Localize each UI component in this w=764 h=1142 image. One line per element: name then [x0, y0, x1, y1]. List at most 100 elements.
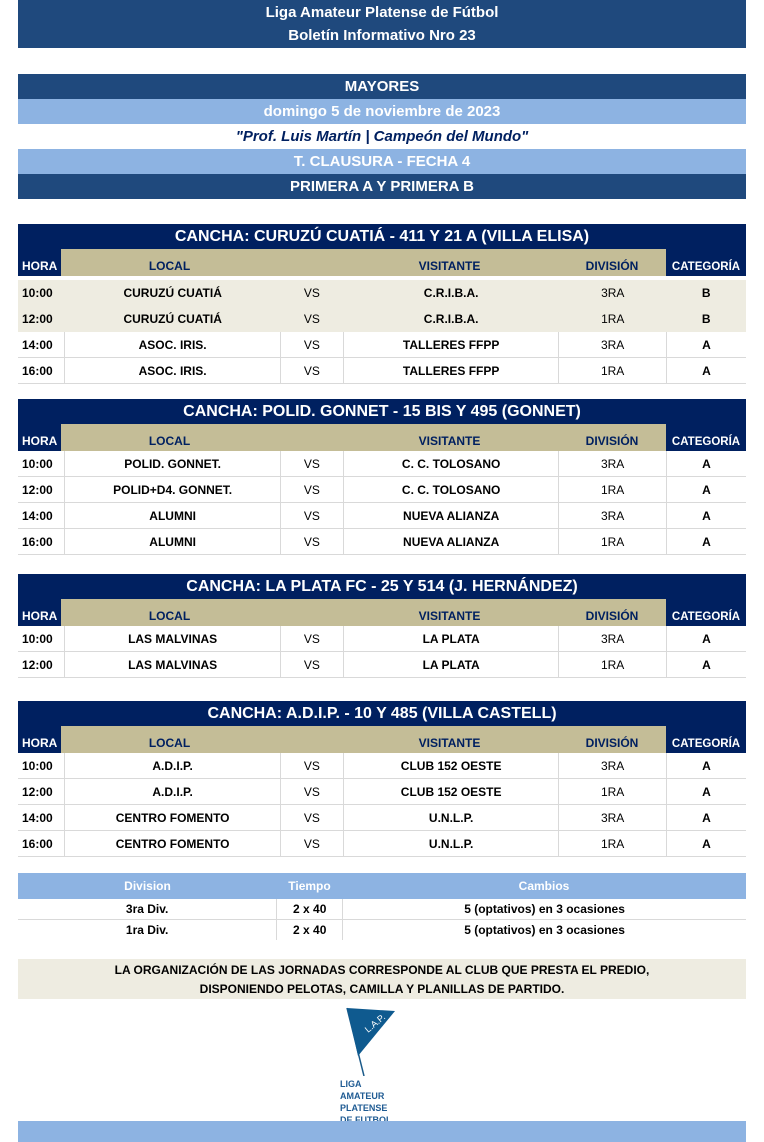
- col-division: DIVISIÓN: [558, 726, 666, 753]
- col-categoria: CATEGORÍA: [666, 424, 746, 451]
- vs-label: VS: [303, 286, 320, 300]
- match-time: 10:00: [18, 626, 66, 651]
- match-time: 16:00: [18, 831, 66, 856]
- col-local: LOCAL: [61, 726, 278, 753]
- footer-bar: [18, 1121, 746, 1142]
- league-logo: L.A.P. LIGA AMATEUR PLATENSE DE FUTBOL: [340, 1006, 410, 1125]
- col-division: DIVISIÓN: [558, 249, 666, 276]
- match-row: 14:00 ASOC. IRIS. VS TALLERES FFPP 3RA A: [18, 332, 746, 358]
- col-hora: HORA: [18, 599, 61, 626]
- match-category: A: [702, 784, 711, 799]
- match-category: A: [702, 657, 711, 672]
- vs-label: VS: [281, 805, 344, 830]
- away-team: C.R.I.B.A.: [423, 286, 479, 300]
- away-team: LA PLATA: [344, 652, 560, 677]
- col-vs: [278, 424, 341, 451]
- notice-line: LA ORGANIZACIÓN DE LAS JORNADAS CORRESPO…: [114, 963, 650, 977]
- pennant-flag-icon: L.A.P.: [346, 1007, 395, 1077]
- cancha-block: CANCHA: CURUZÚ CUATIÁ - 411 Y 21 A (VILL…: [18, 224, 746, 384]
- match-row: 10:00 LAS MALVINAS VS LA PLATA 3RA A: [18, 626, 746, 652]
- col-visitante: VISITANTE: [341, 424, 558, 451]
- match-row: 12:00 A.D.I.P. VS CLUB 152 OESTE 1RA A: [18, 779, 746, 805]
- col-visitante: VISITANTE: [341, 726, 558, 753]
- notice-line: DISPONIENDO PELOTAS, CAMILLA Y PLANILLAS…: [199, 982, 565, 996]
- vs-label: VS: [281, 529, 344, 554]
- home-team: ASOC. IRIS.: [65, 332, 281, 357]
- rules-header: Division Tiempo Cambios: [18, 873, 746, 899]
- match-time: 14:00: [18, 503, 66, 528]
- match-row: 12:00 CURUZÚ CUATIÁ VS C.R.I.B.A. 1RA B: [18, 306, 746, 332]
- match-category: A: [702, 508, 711, 523]
- rules-table: Division Tiempo Cambios 3ra Div. 2 x 40 …: [18, 873, 746, 940]
- match-category: B: [701, 312, 711, 326]
- match-time: 12:00: [18, 779, 66, 804]
- bulletin-number: Boletín Informativo Nro 23: [288, 27, 476, 44]
- match-time: 12:00: [18, 652, 66, 677]
- match-time: 16:00: [18, 529, 66, 554]
- match-division: 3RA: [559, 805, 667, 830]
- rules-row: 1ra Div. 2 x 40 5 (optativos) en 3 ocasi…: [18, 920, 746, 940]
- col-categoria: CATEGORÍA: [666, 599, 746, 626]
- tournament-round: T. CLAUSURA - FECHA 4: [18, 149, 746, 174]
- vs-label: VS: [281, 779, 344, 804]
- home-team: CURUZÚ CUATIÁ: [123, 286, 222, 300]
- match-division: 3RA: [559, 503, 667, 528]
- league-name: Liga Amateur Platense de Fútbol: [265, 4, 499, 21]
- home-team: A.D.I.P.: [65, 779, 281, 804]
- match-division: 3RA: [559, 332, 667, 357]
- match-row: 10:00 A.D.I.P. VS CLUB 152 OESTE 3RA A: [18, 753, 746, 779]
- match-division: 1RA: [559, 779, 667, 804]
- col-local: LOCAL: [61, 599, 278, 626]
- match-row: 16:00 CENTRO FOMENTO VS U.N.L.P. 1RA A: [18, 831, 746, 857]
- vs-label: VS: [281, 477, 344, 502]
- home-team: LAS MALVINAS: [65, 626, 281, 651]
- vs-label: VS: [281, 753, 344, 778]
- cancha-block: CANCHA: LA PLATA FC - 25 Y 514 (J. HERNÁ…: [18, 574, 746, 678]
- cancha-title: CANCHA: CURUZÚ CUATIÁ - 411 Y 21 A (VILL…: [18, 224, 746, 249]
- match-time: 12:00: [18, 477, 66, 502]
- match-category: A: [702, 631, 711, 646]
- match-category: A: [702, 836, 711, 851]
- column-headers: HORA LOCAL VISITANTE DIVISIÓN CATEGORÍA: [18, 249, 746, 276]
- match-category: A: [702, 456, 711, 471]
- away-team: U.N.L.P.: [344, 805, 560, 830]
- away-team: LA PLATA: [344, 626, 560, 651]
- cancha-block: CANCHA: POLID. GONNET - 15 BIS Y 495 (GO…: [18, 399, 746, 555]
- match-division: 1RA: [559, 358, 667, 383]
- cancha-title: CANCHA: A.D.I.P. - 10 Y 485 (VILLA CASTE…: [18, 701, 746, 726]
- col-hora: HORA: [18, 424, 61, 451]
- match-division: 1RA: [559, 831, 667, 856]
- match-category: A: [702, 534, 711, 549]
- away-team: TALLERES FFPP: [344, 332, 560, 357]
- col-hora: HORA: [18, 726, 61, 753]
- away-team: C.R.I.B.A.: [423, 312, 479, 326]
- away-team: CLUB 152 OESTE: [344, 779, 560, 804]
- vs-label: VS: [281, 451, 344, 476]
- match-category: B: [701, 286, 711, 300]
- match-division: 3RA: [601, 286, 625, 300]
- col-vs: [278, 249, 341, 276]
- logo-text: AMATEUR: [340, 1091, 385, 1101]
- vs-label: VS: [281, 626, 344, 651]
- vs-label: VS: [303, 312, 320, 326]
- match-date: domingo 5 de noviembre de 2023: [18, 99, 746, 124]
- away-team: NUEVA ALIANZA: [344, 529, 560, 554]
- divisions-title: PRIMERA A Y PRIMERA B: [18, 174, 746, 199]
- match-category: A: [702, 337, 711, 352]
- home-team: POLID+D4. GONNET.: [65, 477, 281, 502]
- col-vs: [278, 599, 341, 626]
- match-category: A: [702, 810, 711, 825]
- match-row: 12:00 POLID+D4. GONNET. VS C. C. TOLOSAN…: [18, 477, 746, 503]
- cancha-title: CANCHA: LA PLATA FC - 25 Y 514 (J. HERNÁ…: [18, 574, 746, 599]
- match-row: 14:00 CENTRO FOMENTO VS U.N.L.P. 3RA A: [18, 805, 746, 831]
- match-division: 1RA: [601, 312, 625, 326]
- match-division: 3RA: [559, 451, 667, 476]
- column-headers: HORA LOCAL VISITANTE DIVISIÓN CATEGORÍA: [18, 424, 746, 451]
- vs-label: VS: [281, 358, 344, 383]
- rules-row: 3ra Div. 2 x 40 5 (optativos) en 3 ocasi…: [18, 899, 746, 920]
- match-row: 10:00 CURUZÚ CUATIÁ VS C.R.I.B.A. 3RA B: [18, 280, 746, 306]
- vs-label: VS: [281, 652, 344, 677]
- column-headers: HORA LOCAL VISITANTE DIVISIÓN CATEGORÍA: [18, 599, 746, 626]
- match-category: A: [702, 758, 711, 773]
- col-vs: [278, 726, 341, 753]
